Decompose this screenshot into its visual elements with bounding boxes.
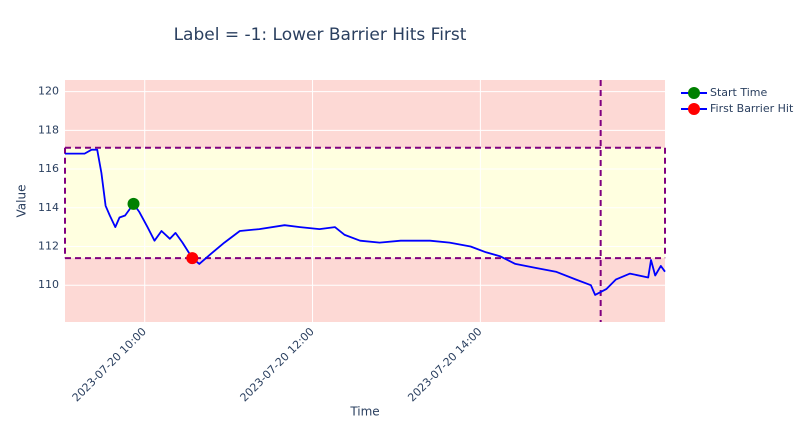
y-tick-label: 116 bbox=[38, 162, 59, 175]
event-marker bbox=[186, 252, 199, 265]
x-tick-label: 2023-07-20 14:00 bbox=[405, 325, 484, 404]
y-tick-label: 118 bbox=[38, 123, 59, 136]
legend-label: First Barrier Hit bbox=[710, 102, 794, 115]
legend-marker bbox=[688, 103, 700, 115]
event-marker bbox=[127, 197, 140, 210]
chart-title: Label = -1: Lower Barrier Hits First bbox=[174, 25, 467, 45]
y-tick-label: 110 bbox=[38, 278, 59, 291]
x-tick-label: 2023-07-20 12:00 bbox=[238, 325, 317, 404]
y-tick-label: 112 bbox=[38, 239, 59, 252]
neutral-zone bbox=[65, 147, 665, 259]
y-tick-label: 114 bbox=[38, 201, 59, 214]
legend-label: Start Time bbox=[710, 86, 768, 99]
price-line bbox=[65, 148, 666, 296]
legend-marker bbox=[688, 87, 700, 99]
y-axis-label: Value bbox=[15, 185, 29, 218]
y-tick-label: 120 bbox=[38, 85, 59, 98]
x-tick-label: 2023-07-20 10:00 bbox=[70, 325, 149, 404]
x-axis-label: Time bbox=[349, 405, 379, 419]
